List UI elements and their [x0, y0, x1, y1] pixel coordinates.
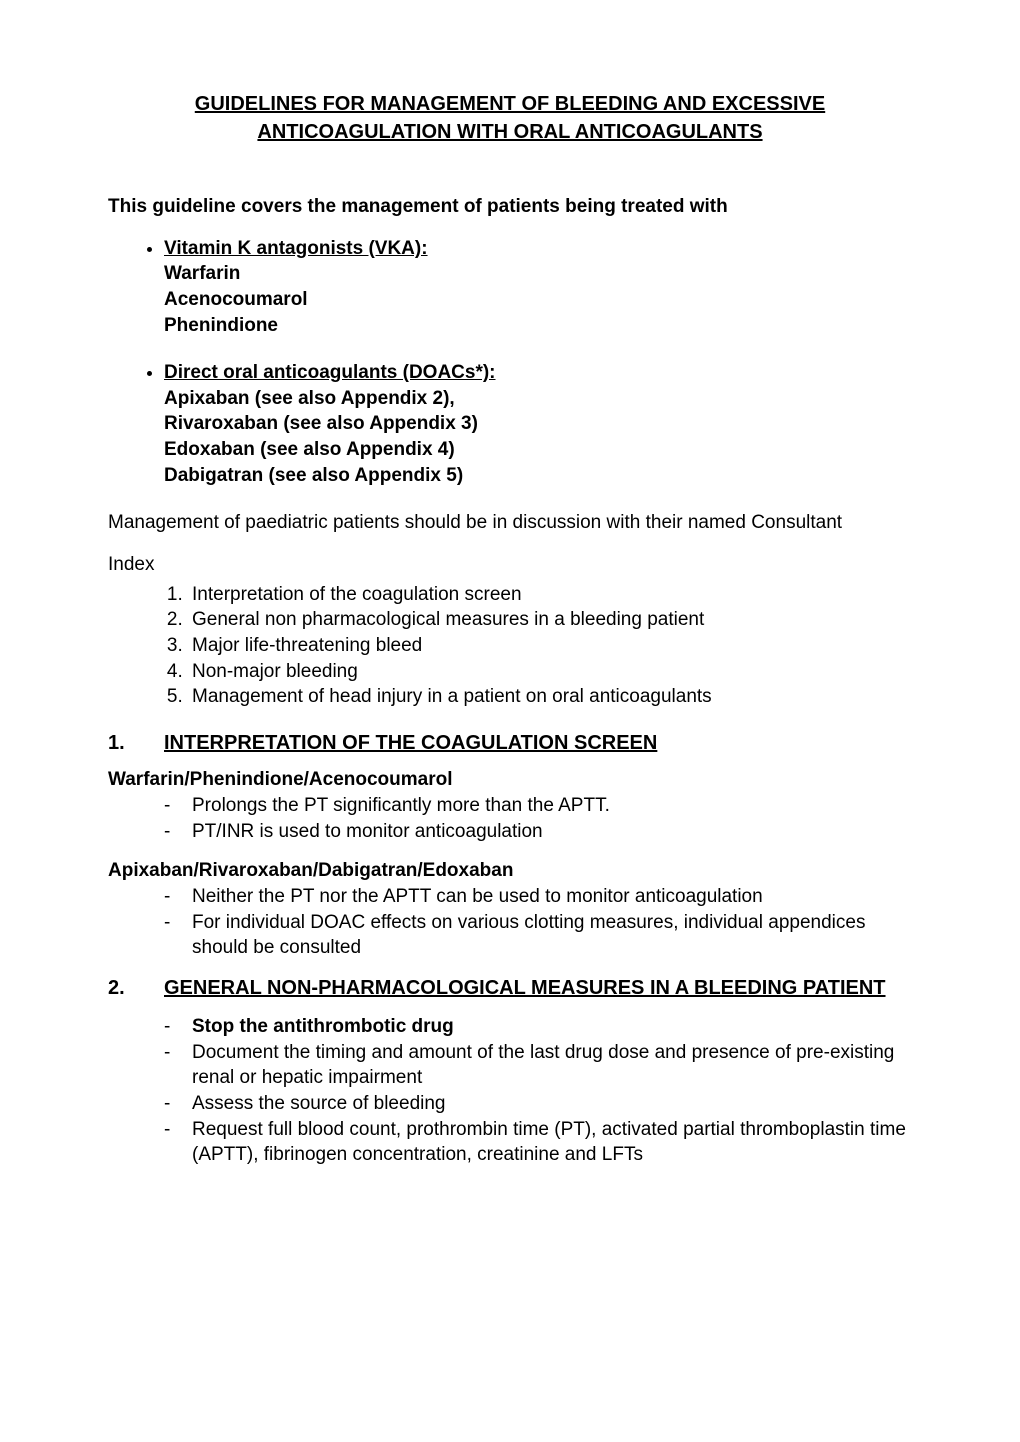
index-item-1: Interpretation of the coagulation screen [188, 582, 912, 608]
section-2-item-1: Stop the antithrombotic drug [164, 1014, 912, 1040]
document-title: GUIDELINES FOR MANAGEMENT OF BLEEDING AN… [108, 90, 912, 146]
section-2-item-1-text: Stop the antithrombotic drug [192, 1016, 454, 1037]
title-line-1: GUIDELINES FOR MANAGEMENT OF BLEEDING AN… [195, 93, 825, 115]
index-list: Interpretation of the coagulation screen… [108, 582, 912, 710]
section-1-sub2-list: Neither the PT nor the APTT can be used … [108, 884, 912, 961]
section-1-sub2-item-1: Neither the PT nor the APTT can be used … [164, 884, 912, 910]
section-1-sub1-list: Prolongs the PT significantly more than … [108, 793, 912, 844]
doac-item-3: Edoxaban (see also Appendix 4) [164, 439, 455, 460]
index-label: Index [108, 552, 912, 578]
section-2-item-4: Request full blood count, prothrombin ti… [164, 1117, 912, 1168]
doac-item-4: Dabigatran (see also Appendix 5) [164, 465, 463, 486]
section-2-list: Stop the antithrombotic drug Document th… [108, 1014, 912, 1168]
section-2-number: 2. [108, 977, 164, 1000]
section-2-title: GENERAL NON-PHARMACOLOGICAL MEASURES IN … [164, 977, 886, 999]
section-1-sub1-item-2: PT/INR is used to monitor anticoagulatio… [164, 819, 912, 845]
section-1-sub1-heading: Warfarin/Phenindione/Acenocoumarol [108, 769, 912, 791]
section-1-heading: 1.INTERPRETATION OF THE COAGULATION SCRE… [108, 732, 912, 755]
doac-heading: Direct oral anticoagulants (DOACs*): [164, 362, 496, 383]
document-page: GUIDELINES FOR MANAGEMENT OF BLEEDING AN… [0, 0, 1020, 1274]
section-1-title: INTERPRETATION OF THE COAGULATION SCREEN [164, 732, 657, 754]
section-1-sub2-heading: Apixaban/Rivaroxaban/Dabigatran/Edoxaban [108, 860, 912, 882]
section-1-number: 1. [108, 732, 164, 755]
index-item-2: General non pharmacological measures in … [188, 607, 912, 633]
doac-item-1: Apixaban (see also Appendix 2), [164, 388, 455, 409]
section-2-heading: 2.GENERAL NON-PHARMACOLOGICAL MEASURES I… [108, 977, 912, 1000]
vka-heading: Vitamin K antagonists (VKA): [164, 238, 428, 259]
doac-list-item: Direct oral anticoagulants (DOACs*): Api… [164, 360, 912, 488]
section-2-item-3: Assess the source of bleeding [164, 1091, 912, 1117]
paediatric-note: Management of paediatric patients should… [108, 510, 912, 536]
section-1-sub1-item-1: Prolongs the PT significantly more than … [164, 793, 912, 819]
section-2-item-2: Document the timing and amount of the la… [164, 1040, 912, 1091]
vka-bullet: Vitamin K antagonists (VKA): Warfarin Ac… [108, 236, 912, 339]
doac-item-2: Rivaroxaban (see also Appendix 3) [164, 413, 478, 434]
index-item-5: Management of head injury in a patient o… [188, 684, 912, 710]
intro-paragraph: This guideline covers the management of … [108, 194, 912, 220]
vka-item-3: Phenindione [164, 315, 278, 336]
title-line-2: ANTICOAGULATION WITH ORAL ANTICOAGULANTS [257, 121, 762, 143]
vka-item-2: Acenocoumarol [164, 289, 308, 310]
index-item-4: Non-major bleeding [188, 659, 912, 685]
vka-list-item: Vitamin K antagonists (VKA): Warfarin Ac… [164, 236, 912, 339]
vka-item-1: Warfarin [164, 263, 240, 284]
index-item-3: Major life-threatening bleed [188, 633, 912, 659]
doac-bullet: Direct oral anticoagulants (DOACs*): Api… [108, 360, 912, 488]
section-1-sub2-item-2: For individual DOAC effects on various c… [164, 910, 912, 961]
